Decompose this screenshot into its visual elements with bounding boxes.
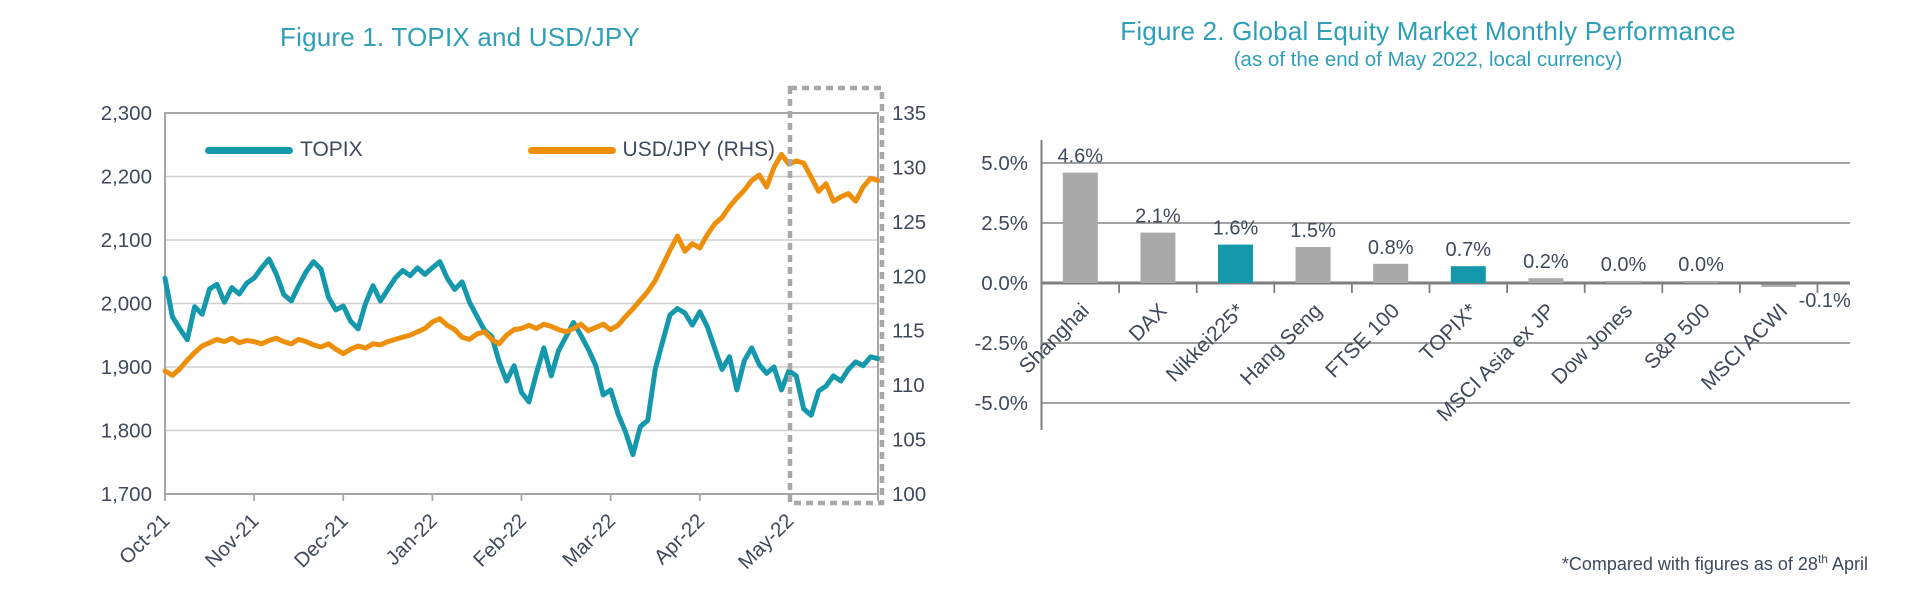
bar-dow-jones (1606, 281, 1641, 283)
figure2-subtitle: (as of the end of May 2022, local curren… (1233, 48, 1623, 71)
fig1-left-axis-label: 1,800 (101, 420, 152, 443)
fig1-right-axis-label: 105 (892, 429, 926, 452)
fig1-right-axis-label: 110 (892, 374, 925, 397)
bar-value-label: 4.6% (1058, 146, 1104, 168)
fig2-category-label: Dow Jones (1547, 299, 1637, 389)
bar-value-label: 0.0% (1678, 254, 1724, 276)
bar-topix- (1450, 266, 1486, 283)
fig1-right-axis-label: 125 (892, 211, 926, 234)
bar-s-p-500 (1683, 281, 1719, 283)
fig1-right-axis-label: 135 (892, 102, 926, 125)
bar-msci-acwi (1761, 284, 1797, 287)
fig1-left-axis-label: 1,900 (101, 356, 152, 379)
figure2-footnote: *Compared with figures as of 28th April (1562, 552, 1868, 574)
fig2-y-axis-label: 2.5% (981, 212, 1028, 235)
bar-msci-asia-ex-jp (1528, 278, 1564, 283)
legend-item-topix: TOPIX (205, 138, 363, 162)
fig1-right-axis-label: 120 (892, 265, 926, 288)
bar-value-label: 1.5% (1290, 220, 1336, 242)
bar-value-label: -0.1% (1799, 290, 1851, 312)
fig1-x-axis-label: Mar-22 (558, 509, 620, 571)
fig2-y-axis-label: -5.0% (974, 392, 1028, 415)
figure1-title: Figure 1. TOPIX and USD/JPY (280, 22, 640, 52)
bar-hang-seng (1295, 247, 1331, 283)
fig1-left-axis-label: 2,100 (101, 229, 152, 252)
fig1-right-axis-label: 130 (892, 156, 926, 179)
bar-value-label: 2.1% (1135, 206, 1181, 228)
fig1-series-usdjpy (162, 151, 881, 378)
bar-value-label: 1.6% (1213, 218, 1259, 240)
fig1-left-axis-label: 2,200 (101, 166, 152, 189)
fig1-x-axis-label: Dec-21 (290, 509, 353, 572)
bar-nikkei225- (1218, 244, 1253, 283)
fig2-y-axis-label: 5.0% (981, 152, 1028, 175)
may-highlight-box (787, 85, 885, 506)
figure1-legend: TOPIX USD/JPY (RHS) (205, 138, 775, 162)
usdjpy-line-swatch (527, 146, 616, 154)
bar-ftse-100 (1373, 263, 1409, 283)
bar-value-label: 0.2% (1523, 251, 1569, 273)
bar-value-label: 0.0% (1601, 254, 1647, 276)
legend-item-usdjpy: USD/JPY (RHS) (527, 138, 775, 162)
fig1-x-axis-label: May-22 (734, 509, 799, 574)
fig1-right-axis-label: 100 (892, 483, 926, 506)
fig1-right-axis-label: 115 (892, 320, 925, 343)
bar-dax (1140, 232, 1176, 283)
fig2-category-label: FTSE 100 (1321, 299, 1404, 382)
fig2-y-axis-label: -2.5% (974, 332, 1028, 355)
fig1-x-axis-label: Oct-21 (115, 509, 175, 569)
bar-value-label: 0.8% (1368, 237, 1414, 259)
fig2-category-label: TOPIX* (1416, 299, 1482, 365)
fig1-x-axis-label: Jan-22 (381, 509, 442, 570)
fig1-x-axis-label: Feb-22 (469, 509, 531, 571)
bar-shanghai (1062, 172, 1098, 283)
legend-label-topix: TOPIX (300, 138, 363, 161)
legend-label-usdjpy: USD/JPY (RHS) (622, 138, 775, 161)
figure2-title: Figure 2. Global Equity Market Monthly P… (1120, 16, 1736, 46)
topix-line-swatch (205, 146, 293, 154)
bar-value-label: 0.7% (1446, 239, 1492, 261)
fig1-left-axis-label: 2,300 (101, 102, 152, 125)
fig1-x-axis-label: Nov-21 (201, 509, 264, 572)
fig1-series-topix (162, 256, 881, 458)
fig2-y-axis-label: 0.0% (981, 272, 1028, 295)
fig2-category-label: Hang Seng (1236, 299, 1327, 390)
fig1-x-axis-label: Apr-22 (650, 509, 710, 569)
fig1-left-axis-label: 2,000 (101, 293, 152, 316)
fig2-category-label: S&P 500 (1640, 299, 1715, 374)
fig1-left-axis-label: 1,700 (101, 483, 152, 506)
fig2-category-label: DAX (1125, 299, 1172, 346)
